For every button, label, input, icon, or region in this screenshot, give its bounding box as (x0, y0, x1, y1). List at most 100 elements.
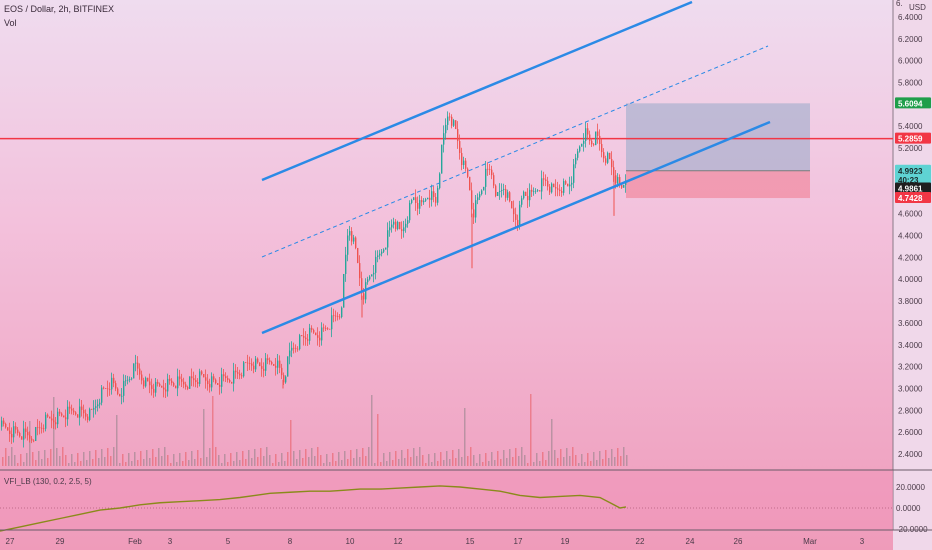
volume-bar (152, 449, 154, 466)
volume-bar (311, 448, 313, 466)
candle-body (599, 135, 601, 145)
candle-body (479, 194, 481, 198)
candle-body (517, 219, 519, 226)
volume-bar (341, 460, 343, 466)
candle-body (153, 388, 155, 393)
candle-body (221, 374, 223, 387)
candle-body (407, 220, 409, 224)
volume-bar (551, 419, 553, 466)
volume-bar (314, 456, 316, 466)
volume-bar (326, 454, 328, 466)
candle-body (129, 379, 131, 380)
candle-body (175, 385, 177, 389)
candle-body (253, 365, 255, 370)
candle-body (395, 221, 397, 230)
volume-bar (581, 454, 583, 466)
indicator-pane[interactable] (0, 470, 893, 530)
volume-bar (470, 447, 472, 466)
candle-body (369, 276, 371, 280)
volume-bar (56, 448, 58, 466)
candle-body (297, 348, 299, 350)
candle-body (563, 181, 565, 193)
candle-body (503, 188, 505, 190)
volume-bar (38, 451, 40, 466)
volume-bar (332, 453, 334, 466)
volume-bar (491, 452, 493, 466)
channel-midline[interactable] (261, 45, 769, 258)
volume-bar (89, 451, 91, 466)
volume-bar (143, 459, 145, 466)
candle-body (601, 144, 603, 153)
candle-body (137, 362, 139, 369)
lower-channel-line[interactable] (261, 120, 771, 335)
candle-body (427, 197, 429, 200)
candle-body (191, 376, 193, 379)
candle-body (485, 168, 487, 187)
volume-bar (416, 456, 418, 466)
candle-body (347, 235, 349, 255)
price-tick-label: 6.0000 (898, 57, 923, 66)
volume-bar (179, 453, 181, 466)
candle-body (531, 189, 533, 192)
volume-bar (95, 450, 97, 466)
candle-body (171, 380, 173, 384)
price-tag-label: 4.9861 (898, 185, 923, 194)
candle-body (251, 363, 253, 366)
volume-bar (578, 463, 580, 466)
price-tick-label: 3.2000 (898, 363, 923, 372)
candle-body (523, 191, 525, 199)
candle-body (209, 384, 211, 388)
volume-bar (530, 394, 532, 466)
candle-body (243, 362, 245, 377)
upper-channel-line[interactable] (261, 0, 693, 182)
candle-body (541, 178, 543, 192)
candle-body (245, 362, 247, 364)
volume-bar (572, 447, 574, 466)
target-zone[interactable] (626, 103, 810, 171)
candle-body (575, 157, 577, 165)
candle-body (179, 376, 181, 380)
volume-bar (548, 451, 550, 466)
candle-body (409, 202, 411, 221)
candle-body (353, 237, 355, 242)
candle-body (455, 120, 457, 130)
price-tick-label: 5.4000 (898, 122, 923, 131)
volume-bar (257, 457, 259, 466)
candle-body (603, 152, 605, 159)
candle-body (533, 191, 535, 193)
candle-body (429, 197, 431, 200)
volume-bar (419, 447, 421, 466)
candle-body (69, 406, 71, 409)
candle-body (93, 407, 95, 410)
candle-body (11, 433, 13, 438)
volume-bar (155, 457, 157, 466)
candle-body (421, 200, 423, 203)
symbol-title[interactable]: EOS / Dollar, 2h, BITFINEX (4, 4, 115, 14)
volume-bar (488, 461, 490, 466)
candle-body (403, 227, 405, 232)
time-tick-label: 3 (168, 537, 173, 546)
candle-body (107, 388, 109, 390)
candle-body (525, 191, 527, 196)
volume-bar (563, 457, 565, 466)
candle-body (393, 221, 395, 225)
indicator-label[interactable]: VFI_LB (130, 0.2, 2.5, 5) (4, 477, 92, 486)
candle-body (557, 188, 559, 190)
candle-body (469, 176, 471, 191)
volume-bar (248, 450, 250, 466)
candle-body (165, 389, 167, 392)
candle-body (419, 200, 421, 209)
candle-body (595, 131, 597, 146)
volume-bar (452, 450, 454, 466)
candle-body (507, 192, 509, 198)
candle-body (515, 214, 517, 220)
volume-bar (68, 463, 70, 466)
candle-body (101, 387, 103, 403)
volume-label[interactable]: Vol (4, 18, 17, 28)
volume-bar (92, 459, 94, 466)
candle-body (381, 251, 383, 254)
stop-zone[interactable] (626, 170, 810, 199)
candle-body (305, 337, 307, 340)
